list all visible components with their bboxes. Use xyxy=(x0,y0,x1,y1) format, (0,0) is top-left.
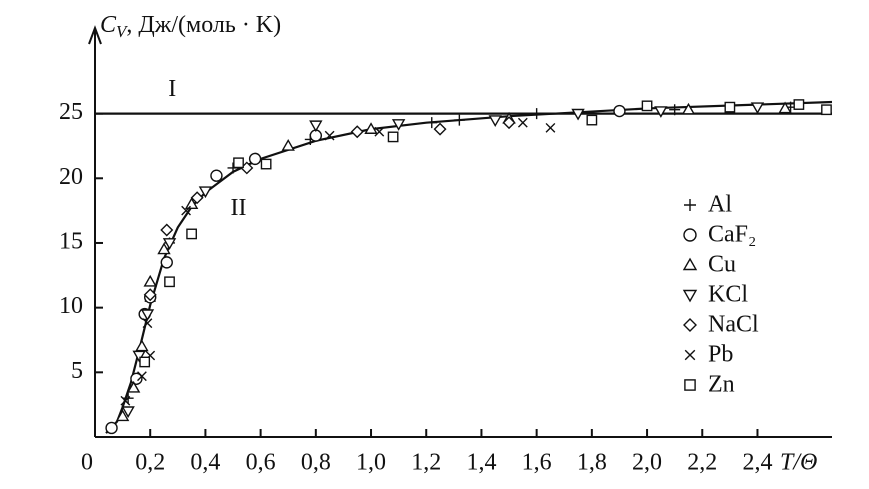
x-tick-label: 0 xyxy=(81,450,93,476)
point xyxy=(324,130,335,141)
point xyxy=(162,238,177,250)
point xyxy=(641,100,653,112)
y-label-unit: , Дж/(моль · K) xyxy=(126,12,281,38)
point xyxy=(517,117,528,128)
point xyxy=(502,116,516,130)
point xyxy=(143,288,157,302)
point xyxy=(181,205,191,216)
point xyxy=(160,256,173,269)
point xyxy=(132,350,146,363)
x-tick-label: 1,6 xyxy=(522,450,552,476)
point xyxy=(681,102,696,115)
point xyxy=(350,125,364,139)
point xyxy=(142,318,153,329)
point xyxy=(105,421,118,435)
legend-label: Zn xyxy=(708,372,735,398)
point xyxy=(140,309,155,322)
legend-label: CaF₂ xyxy=(708,222,756,248)
curve-label: I xyxy=(168,76,176,102)
point xyxy=(160,223,174,237)
point xyxy=(654,106,668,118)
point xyxy=(531,108,543,120)
point xyxy=(821,104,832,116)
legend-label: Pb xyxy=(708,342,733,368)
x-tick-label: 0,2 xyxy=(135,450,165,476)
point xyxy=(586,114,598,126)
point xyxy=(120,395,131,406)
y-axis-label: CV, Дж/(моль · K) xyxy=(100,12,281,41)
point xyxy=(126,380,141,393)
point xyxy=(613,104,626,118)
axes xyxy=(88,25,832,438)
legend-label: KCl xyxy=(708,282,748,308)
legend-marker xyxy=(683,318,697,332)
point xyxy=(157,242,171,255)
legend-label: Al xyxy=(708,192,732,218)
point xyxy=(426,117,438,129)
x-tick-label: 1,8 xyxy=(577,450,607,476)
legend-marker xyxy=(684,379,696,391)
point xyxy=(724,101,736,113)
point xyxy=(793,99,805,110)
point xyxy=(137,371,147,382)
legend-marker xyxy=(684,349,696,361)
y-tick-label: 20 xyxy=(59,164,83,190)
y-tick-label: 15 xyxy=(59,228,83,254)
point xyxy=(750,102,765,115)
point xyxy=(248,152,262,166)
x-tick-label: 1,4 xyxy=(466,450,496,476)
curve-label: II xyxy=(231,195,247,221)
legend-marker xyxy=(683,228,697,242)
point xyxy=(184,197,199,209)
y-tick-label: 10 xyxy=(59,293,83,319)
point xyxy=(115,409,130,422)
point xyxy=(164,276,175,288)
x-tick-label: 1,0 xyxy=(356,450,386,476)
point xyxy=(309,120,323,133)
legend-label: Cu xyxy=(708,252,736,278)
point xyxy=(364,122,378,134)
x-tick-label: 2,2 xyxy=(687,450,717,476)
legend-marker xyxy=(682,289,698,303)
point xyxy=(545,122,556,133)
point xyxy=(186,228,197,240)
legend-marker xyxy=(684,199,696,211)
x-tick-label: 0,6 xyxy=(246,450,276,476)
point xyxy=(387,131,399,143)
point xyxy=(374,126,385,137)
point xyxy=(210,169,223,182)
point xyxy=(139,356,151,368)
point xyxy=(669,104,681,116)
point xyxy=(571,108,585,121)
point xyxy=(453,114,465,126)
x-axis-label: T/Θ xyxy=(780,450,817,476)
y-label-symbol: C xyxy=(100,12,117,38)
point xyxy=(433,122,447,136)
y-label-subscript: V xyxy=(116,22,129,41)
y-tick-label: 25 xyxy=(59,99,83,125)
legend-label: NaCl xyxy=(708,312,759,338)
point xyxy=(488,115,502,127)
point xyxy=(281,139,295,151)
legend-marker xyxy=(682,257,698,271)
point xyxy=(391,119,406,131)
x-tick-label: 0,4 xyxy=(190,450,220,476)
x-tick-label: 0,8 xyxy=(301,450,331,476)
point xyxy=(233,157,244,169)
point xyxy=(143,274,157,287)
point xyxy=(198,186,213,199)
point xyxy=(135,339,149,352)
x-tick-label: 1,2 xyxy=(411,450,441,476)
point xyxy=(121,406,135,419)
x-tick-label: 2,4 xyxy=(742,450,772,476)
point xyxy=(190,191,204,205)
point xyxy=(260,158,272,170)
point xyxy=(778,101,792,114)
x-tick-label: 2,0 xyxy=(632,450,662,476)
y-tick-label: 5 xyxy=(71,358,83,384)
